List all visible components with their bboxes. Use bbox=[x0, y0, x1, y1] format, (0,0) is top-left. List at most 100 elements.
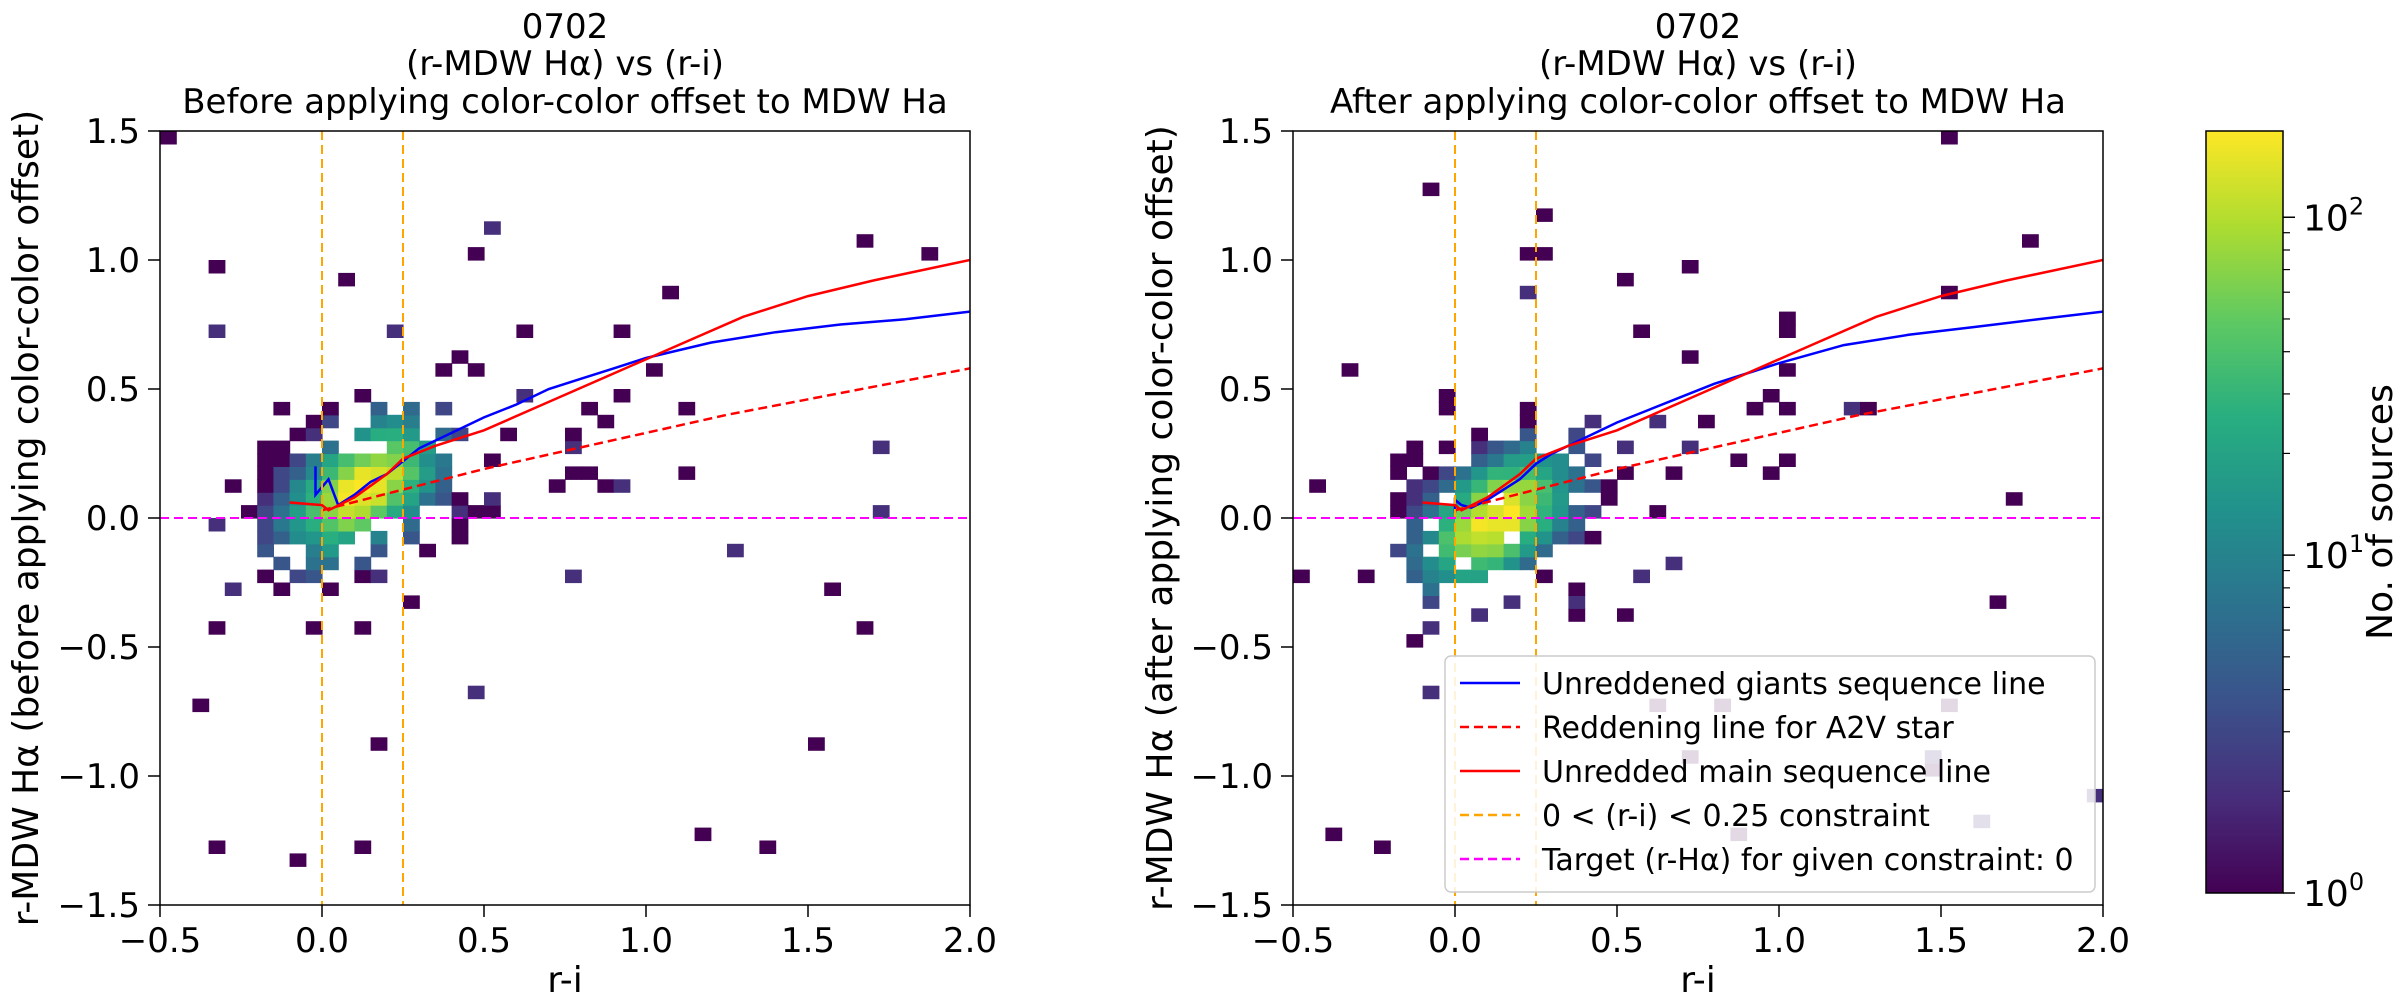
heatmap-bin bbox=[257, 518, 274, 532]
heatmap-bin bbox=[565, 466, 582, 480]
heatmap-bin bbox=[1536, 530, 1553, 545]
heatmap-bin bbox=[257, 479, 274, 493]
heatmap-bin bbox=[1390, 492, 1407, 506]
heatmap-bin bbox=[1552, 530, 1569, 545]
heatmap-bin bbox=[1406, 453, 1424, 467]
heatmap-bin bbox=[1536, 208, 1553, 222]
heatmap-bin bbox=[1552, 466, 1569, 480]
heatmap-bin bbox=[1438, 440, 1456, 455]
heatmap-bin bbox=[354, 466, 372, 480]
heatmap-bin bbox=[1568, 466, 1586, 480]
heatmap-bin bbox=[1422, 530, 1440, 545]
y-axis-label: r-MDW Hα (before applying color-color of… bbox=[6, 110, 47, 926]
heatmap-bin bbox=[160, 131, 177, 145]
heatmap-bin bbox=[1374, 840, 1391, 854]
heatmap-bin bbox=[1422, 621, 1440, 635]
heatmap-bin bbox=[1471, 427, 1488, 442]
y-tick-label: 0.0 bbox=[86, 499, 140, 539]
x-axis-label: r-i bbox=[1680, 960, 1716, 1001]
heatmap-bin bbox=[354, 427, 372, 442]
heatmap-bin bbox=[1438, 518, 1456, 532]
heatmap-bin bbox=[1989, 595, 2007, 609]
heatmap-bin bbox=[305, 518, 323, 532]
colorbar-tick-label: 102 bbox=[2303, 192, 2364, 239]
heatmap-bin bbox=[1536, 543, 1553, 558]
legend-entry: 0 < (r-i) < 0.25 constraint bbox=[1460, 799, 1930, 834]
heatmap-bin bbox=[1779, 311, 1796, 326]
heatmap-bin bbox=[1600, 479, 1618, 493]
heatmap-bin bbox=[1503, 466, 1521, 480]
heatmap-bin bbox=[1681, 350, 1699, 364]
x-tick-label: 0.5 bbox=[457, 921, 511, 961]
plot-lines bbox=[160, 131, 970, 905]
heatmap-bin bbox=[1617, 608, 1634, 622]
heatmap-bin bbox=[338, 466, 355, 480]
heatmap-bin bbox=[1536, 247, 1553, 261]
heatmap-bin bbox=[1762, 389, 1780, 403]
heatmap-bin bbox=[1357, 569, 1375, 584]
heatmap-bin bbox=[1617, 466, 1634, 480]
reddening-line-for-a2v-star-series bbox=[321, 367, 970, 512]
heatmap-bin bbox=[1455, 530, 1472, 545]
heatmap-bin bbox=[1584, 414, 1602, 429]
y-tick-label: −1.5 bbox=[57, 886, 140, 926]
heatmap-bin bbox=[613, 389, 631, 403]
unredded-main-sequence-line-series bbox=[289, 258, 970, 512]
heatmap-bin bbox=[435, 453, 453, 467]
heatmap-bin bbox=[338, 505, 355, 519]
heatmap-bin bbox=[322, 401, 339, 416]
heatmap-bin bbox=[257, 569, 274, 584]
heatmap-bin bbox=[435, 466, 453, 480]
heatmap-bin bbox=[273, 556, 291, 571]
heatmap-bin bbox=[1665, 466, 1683, 480]
heatmap-bin bbox=[1568, 427, 1586, 442]
heatmap-bin bbox=[613, 479, 631, 493]
heatmap-bin bbox=[1779, 363, 1796, 377]
heatmap-bin bbox=[1649, 505, 1667, 519]
heatmap-bin bbox=[208, 324, 226, 338]
heatmap-bin bbox=[257, 505, 274, 519]
heatmap-bin bbox=[386, 324, 404, 338]
heatmap-bin bbox=[1503, 453, 1521, 467]
heatmap-bin bbox=[678, 401, 696, 416]
heatmap-bin bbox=[403, 427, 420, 442]
heatmap-bin bbox=[1422, 556, 1440, 571]
heatmap-bin bbox=[370, 505, 388, 519]
heatmap-bin bbox=[305, 414, 323, 429]
heatmap-bin bbox=[1503, 440, 1521, 455]
heatmap-bin bbox=[1406, 543, 1424, 558]
heatmap-bin bbox=[1455, 518, 1472, 532]
heatmap-bin bbox=[1422, 582, 1440, 596]
heatmap-bin bbox=[759, 840, 777, 854]
y-tick-label: −0.5 bbox=[57, 628, 140, 668]
heatmap-bin bbox=[1519, 479, 1537, 493]
heatmap-bin bbox=[386, 492, 404, 506]
heatmap-bin bbox=[565, 427, 582, 442]
heatmap-bin bbox=[1471, 466, 1488, 480]
heatmap-bin bbox=[419, 453, 436, 467]
heatmap-bin bbox=[403, 492, 420, 506]
heatmap-bin bbox=[419, 543, 436, 558]
heatmap-bin bbox=[1471, 530, 1488, 545]
heatmap-bin bbox=[322, 582, 339, 596]
heatmap-bin bbox=[370, 543, 388, 558]
heatmap-bin bbox=[1455, 466, 1472, 480]
heatmap-bin bbox=[1633, 569, 1650, 584]
heatmap-bin bbox=[305, 466, 323, 480]
legend-label: Target (r-Hα) for given constraint: 0 bbox=[1541, 843, 2074, 878]
heatmap-bin bbox=[386, 505, 404, 519]
heatmap-bin bbox=[1746, 401, 1764, 416]
heatmap-bin bbox=[354, 453, 372, 467]
heatmap-bin bbox=[1438, 479, 1456, 493]
heatmap-bin bbox=[403, 505, 420, 519]
heatmap-bin bbox=[1422, 182, 1440, 197]
heatmap-bin bbox=[289, 505, 307, 519]
heatmap-bin bbox=[1438, 466, 1456, 480]
heatmap-bin bbox=[1568, 595, 1586, 609]
heatmap-bin bbox=[1406, 530, 1424, 545]
unredded-main-sequence-line-series bbox=[1422, 258, 2103, 512]
heatmap-bin bbox=[1471, 505, 1488, 519]
heatmap-bin bbox=[257, 466, 274, 480]
heatmap-bin bbox=[1633, 324, 1650, 338]
heatmap-bin bbox=[1487, 518, 1505, 532]
